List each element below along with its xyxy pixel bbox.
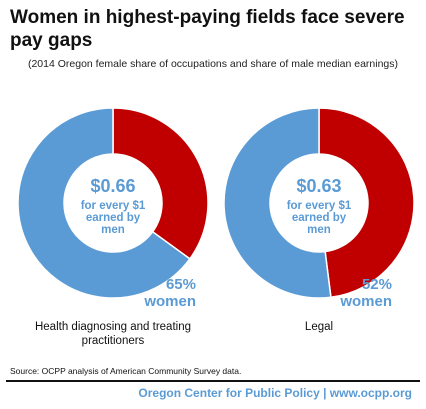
source-note: Source: OCPP analysis of American Commun…: [10, 366, 242, 376]
slice-men: [318, 107, 415, 299]
slice-women: [223, 107, 332, 299]
page-subtitle: (2014 Oregon female share of occupations…: [27, 58, 399, 70]
footer-credit: Oregon Center for Public Policy | www.oc…: [138, 386, 412, 400]
earnings-caption: men: [101, 224, 125, 236]
earnings-caption: for every $1: [287, 200, 352, 212]
footer-divider: [6, 380, 420, 382]
slice-men: [112, 107, 209, 260]
page-title: Women in highest-paying fields face seve…: [10, 7, 405, 51]
earnings-caption: earned by: [86, 212, 141, 224]
earnings-caption: men: [307, 224, 331, 236]
female-share-label: 52%: [362, 276, 392, 293]
earnings-value: $0.66: [90, 176, 135, 196]
category-label: Health diagnosing and treating: [35, 321, 191, 333]
category-label: Legal: [305, 321, 333, 333]
earnings-caption: earned by: [292, 212, 347, 224]
category-label: practitioners: [82, 335, 145, 347]
slice-women: [17, 107, 191, 299]
female-share-word: women: [339, 293, 392, 310]
earnings-value: $0.63: [296, 176, 341, 196]
female-share-label: 65%: [166, 276, 196, 293]
female-share-word: women: [143, 293, 196, 310]
earnings-caption: for every $1: [81, 200, 146, 212]
